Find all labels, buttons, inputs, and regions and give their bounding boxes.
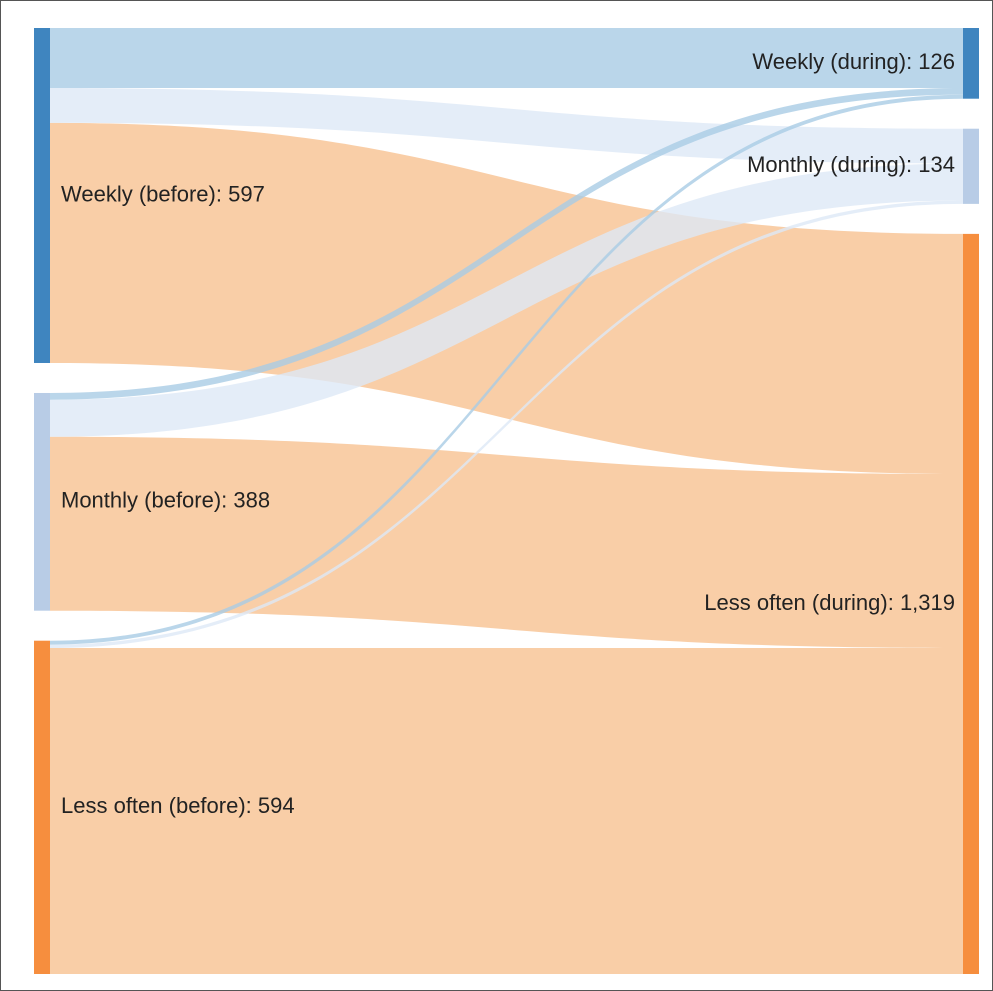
node-wd [963,28,979,99]
link-lb-to-md [50,200,963,648]
node-label-wd: Weekly (during): 126 [752,49,955,74]
sankey-nodes [34,28,979,975]
sankey-links [50,28,963,974]
node-label-mb: Monthly (before): 388 [61,488,270,513]
link-mb-to-md [50,163,963,437]
link-lb-to-wd [50,94,963,645]
sankey-labels: Weekly (before): 597 Monthly (before): 38… [61,49,955,818]
node-label-ld: Less often (during): 1,319 [704,590,955,615]
node-ld [963,233,979,975]
node-md [963,128,979,204]
node-label-wb: Weekly (before): 597 [61,181,265,206]
link-mb-to-ld [50,436,963,648]
link-wb-to-wd [50,28,963,89]
node-mb [34,392,50,611]
link-mb-to-wd [50,88,963,400]
node-label-lb: Less often (before): 594 [61,793,295,818]
link-lb-to-ld [50,647,963,974]
link-wb-to-md [50,88,963,164]
node-wb [34,28,50,363]
node-lb [34,640,50,974]
node-label-md: Monthly (during): 134 [747,152,955,177]
